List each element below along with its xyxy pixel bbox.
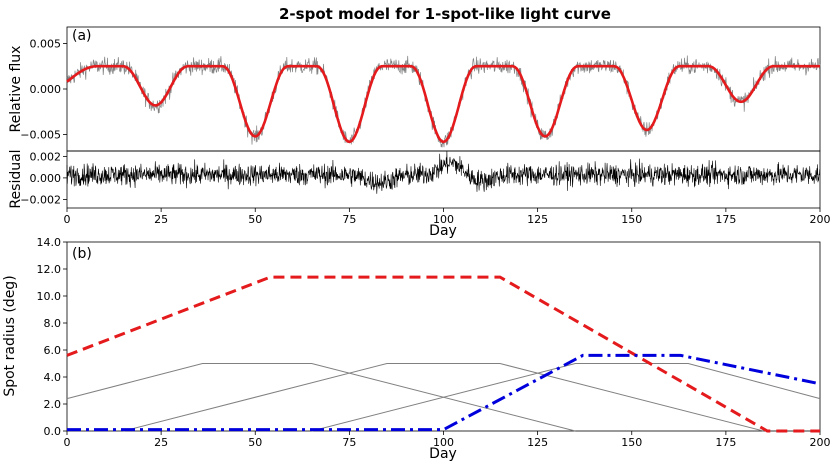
panel-a-y-ticks: −0.005 0.000 0.005 xyxy=(20,37,67,142)
panel-b-ytick-label: 10.0 xyxy=(37,290,62,303)
panel-b-xtick-label: 50 xyxy=(248,436,262,449)
residual-ytick-label: 0.002 xyxy=(30,150,62,163)
residual-xtick-label: 50 xyxy=(248,213,262,226)
residual-xtick-label: 100 xyxy=(433,213,454,226)
residual-data xyxy=(66,151,821,194)
panel-b-ylabel: Spot radius (deg) xyxy=(2,275,18,396)
panel-b-xtick-label: 200 xyxy=(810,436,830,449)
residual-xtick-label: 75 xyxy=(342,213,356,226)
residual-xlabel: Day xyxy=(429,223,457,239)
residual-xtick-label: 200 xyxy=(810,213,830,226)
panel-b-xtick-label: 25 xyxy=(154,436,168,449)
panel-b-frame xyxy=(66,241,821,432)
residual-xtick-label: 25 xyxy=(154,213,168,226)
panel-a-data xyxy=(66,55,821,148)
panel-b-ytick-label: 6.0 xyxy=(44,344,62,357)
panel-b-xlabel: Day xyxy=(429,446,457,462)
figure-title: 2-spot model for 1-spot-like light curve xyxy=(279,5,611,23)
panel-b-ytick-label: 4.0 xyxy=(44,371,62,384)
panel-b-xtick-label: 100 xyxy=(433,436,454,449)
residual-ylabel: Residual xyxy=(8,149,24,208)
panel-b-xtick-label: 0 xyxy=(64,436,71,449)
model-flux-series xyxy=(66,64,820,144)
panel-b-ytick-label: 14.0 xyxy=(37,236,62,249)
residual-ytick-label: −0.002 xyxy=(20,193,61,206)
residual-xtick-label: 125 xyxy=(527,213,548,226)
panel-b-ytick-label: 2.0 xyxy=(44,398,62,411)
panel-b-ticks: 0.0 2.0 4.0 6.0 8.0 10.0 12.0 14.0 0 25 50 75 100 125… xyxy=(37,236,830,449)
residual-xtick-label: 0 xyxy=(64,213,71,226)
panel-a-flux: −0.005 0.000 0.005 (a) Relative flux xyxy=(8,26,821,152)
panel-b-xtick-label: 125 xyxy=(527,436,548,449)
panel-b-xtick-label: 175 xyxy=(715,436,736,449)
spot-series-gray-2 xyxy=(123,363,764,432)
panel-a-ytick-label: 0.005 xyxy=(30,37,62,50)
panel-a-frame xyxy=(66,26,821,152)
residual-ticks: −0.002 0.000 0.002 0 25 50 75 100 125 150 175 200 xyxy=(20,150,830,226)
panel-a-ylabel: Relative flux xyxy=(8,46,24,133)
residual-xtick-label: 150 xyxy=(621,213,642,226)
spot-series-gray-3 xyxy=(311,363,821,432)
panel-a-ytick-label: −0.005 xyxy=(20,129,61,142)
panel-b-xtick-label: 75 xyxy=(342,436,356,449)
residual-ytick-label: 0.000 xyxy=(30,172,62,185)
panel-a-label: (a) xyxy=(72,28,92,44)
spot-series-spot-1 xyxy=(66,275,820,433)
spot-series-gray-1 xyxy=(66,363,576,432)
spot-series-spot-2 xyxy=(67,353,821,432)
panel-b-label: (b) xyxy=(72,246,92,262)
panel-b-ytick-label: 12.0 xyxy=(37,263,62,276)
panel-b-data xyxy=(66,275,821,433)
panel-a-residual: −0.002 0.000 0.002 0 25 50 75 100 125 150 175 200 R… xyxy=(8,149,830,239)
panel-b-ytick-label: 8.0 xyxy=(44,317,62,330)
panel-a-ytick-label: 0.000 xyxy=(30,83,62,96)
residual-series xyxy=(66,151,821,194)
residual-xtick-label: 175 xyxy=(715,213,736,226)
panel-b-ytick-label: 0.0 xyxy=(44,425,62,438)
panel-b-xtick-label: 150 xyxy=(621,436,642,449)
panel-b-spot-radius: 0.0 2.0 4.0 6.0 8.0 10.0 12.0 14.0 0 25 50 75 100 125… xyxy=(2,236,830,462)
